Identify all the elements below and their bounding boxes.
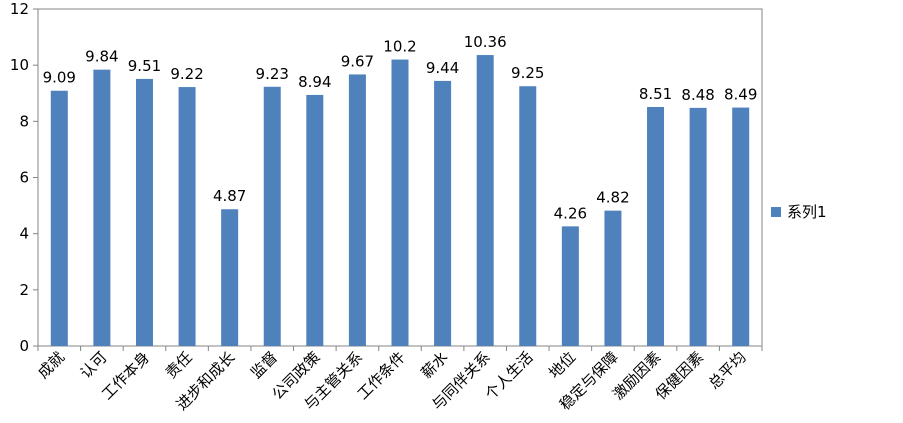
data-label: 9.67 xyxy=(341,52,374,70)
legend-label: 系列1 xyxy=(787,203,827,221)
data-label: 9.84 xyxy=(85,48,118,66)
x-category-label: 个人生活 xyxy=(481,348,536,403)
x-category-label: 工作条件 xyxy=(354,348,409,403)
x-category-label: 地位 xyxy=(545,348,579,382)
legend-swatch xyxy=(771,207,781,217)
bar xyxy=(561,226,579,346)
y-tick-label: 12 xyxy=(10,0,29,18)
y-tick-label: 8 xyxy=(19,112,29,130)
data-label: 8.51 xyxy=(639,85,672,103)
bar xyxy=(434,80,452,346)
bar xyxy=(689,107,707,346)
bar xyxy=(93,69,111,346)
bar xyxy=(348,74,366,346)
data-label: 9.09 xyxy=(43,69,76,87)
y-tick-label: 10 xyxy=(10,56,29,74)
legend: 系列1 xyxy=(771,203,827,221)
data-label: 9.23 xyxy=(256,65,289,83)
x-category-label: 监督 xyxy=(247,348,281,382)
data-label: 10.2 xyxy=(383,38,416,56)
data-label: 9.22 xyxy=(170,65,203,83)
bar xyxy=(263,86,281,346)
bar xyxy=(178,87,196,347)
bar xyxy=(519,86,537,347)
data-label: 9.25 xyxy=(511,64,544,82)
y-tick-label: 2 xyxy=(19,281,29,299)
bar xyxy=(221,209,239,346)
bar xyxy=(50,90,68,346)
x-category-label: 工作本身 xyxy=(98,348,153,403)
bar xyxy=(135,78,153,347)
y-tick-label: 0 xyxy=(19,337,29,355)
x-category-label: 总平均 xyxy=(705,348,750,393)
bar xyxy=(732,107,750,346)
plot-area: 0246810129.09成就9.84认可9.51工作本身9.22责任4.87进… xyxy=(10,0,763,414)
bar xyxy=(647,107,665,346)
data-label: 10.36 xyxy=(464,33,507,51)
data-label: 4.87 xyxy=(213,187,246,205)
bar xyxy=(604,210,622,346)
data-label: 4.26 xyxy=(554,204,587,222)
bar xyxy=(391,59,409,347)
data-label: 4.82 xyxy=(596,189,629,207)
data-label: 8.94 xyxy=(298,73,331,91)
bar xyxy=(476,55,494,346)
bar xyxy=(306,94,324,346)
y-tick-label: 4 xyxy=(19,225,29,243)
x-category-label: 责任 xyxy=(162,348,196,382)
x-category-label: 薪水 xyxy=(417,348,451,382)
data-label: 9.44 xyxy=(426,59,459,77)
data-label: 8.48 xyxy=(681,86,714,104)
y-tick-label: 6 xyxy=(19,169,29,187)
x-category-label: 成就 xyxy=(34,348,68,382)
x-category-label: 认可 xyxy=(77,348,111,382)
data-label: 8.49 xyxy=(724,86,757,104)
data-label: 9.51 xyxy=(128,57,161,75)
x-category-label: 保健因素 xyxy=(652,348,707,403)
